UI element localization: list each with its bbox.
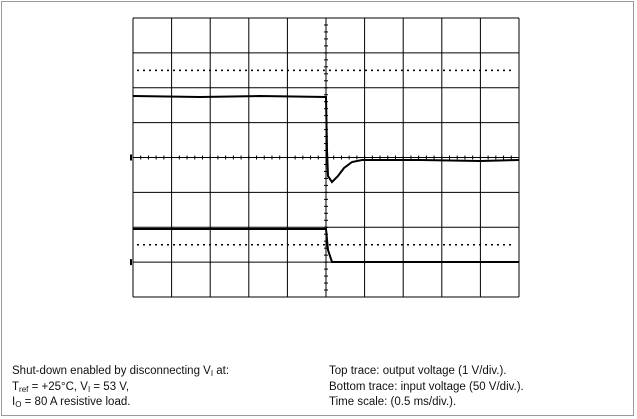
bottom-trace — [133, 228, 519, 263]
top-trace — [132, 94, 520, 184]
subscript: I — [87, 384, 91, 394]
caption-line: Bottom trace: input voltage (50 V/div.). — [329, 380, 524, 396]
caption-line: Shut-down enabled by disconnecting VI at… — [12, 364, 229, 380]
caption-line: IO = 80 A resistive load. — [12, 395, 229, 411]
caption-line: Tref = +25°C, VI = 53 V, — [12, 380, 229, 396]
text: T — [12, 380, 20, 393]
subscript: O — [15, 400, 22, 409]
text: = 80 A resistive load. — [21, 396, 131, 408]
subscript: I — [210, 369, 214, 378]
text: Top trace: output voltage (1 V/div.). — [329, 365, 507, 377]
caption-left: Shut-down enabled by disconnecting VI at… — [12, 364, 229, 411]
text: = 53 V, — [90, 380, 130, 393]
text: = +25°C, V — [28, 380, 88, 393]
text: I — [12, 396, 16, 408]
caption-line: Top trace: output voltage (1 V/div.). — [329, 364, 524, 380]
traces — [132, 94, 520, 263]
text: Bottom trace: input voltage (50 V/div.). — [329, 380, 524, 393]
subscript: ref — [19, 384, 29, 394]
scope-grid — [130, 17, 520, 298]
text: at: — [213, 365, 230, 377]
caption-line: Time scale: (0.5 ms/div.). — [329, 395, 524, 411]
text: Shut-down enabled by disconnecting V — [12, 365, 211, 377]
text: Time scale: (0.5 ms/div.). — [329, 396, 457, 408]
scope — [130, 17, 520, 298]
caption-right: Top trace: output voltage (1 V/div.). Bot… — [329, 364, 524, 411]
